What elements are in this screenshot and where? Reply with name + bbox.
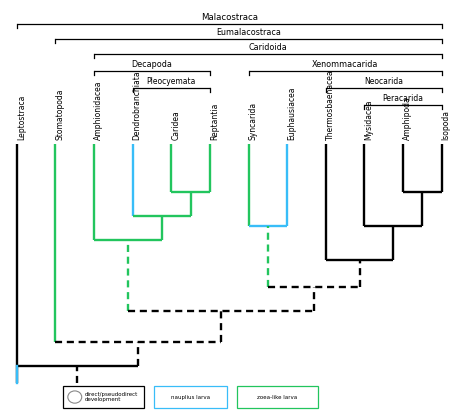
Text: Eumalacostraca: Eumalacostraca — [216, 28, 281, 37]
Text: zoea-like larva: zoea-like larva — [257, 395, 298, 400]
Bar — [237, 386, 318, 408]
Text: Thermosbaenacea: Thermosbaenacea — [326, 70, 335, 140]
Text: Xenommacarida: Xenommacarida — [312, 61, 378, 69]
Text: Pleocyemata: Pleocyemata — [146, 77, 196, 87]
Bar — [154, 386, 228, 408]
Text: direct/pseudodirect
development: direct/pseudodirect development — [84, 392, 137, 403]
Text: Reptantia: Reptantia — [210, 103, 219, 140]
Text: Syncarida: Syncarida — [248, 102, 257, 140]
Text: Mysidacea: Mysidacea — [365, 100, 374, 140]
Text: Decapoda: Decapoda — [132, 61, 173, 69]
Text: Isopoda: Isopoda — [442, 110, 451, 140]
Text: Euphausiaceа: Euphausiaceа — [287, 87, 296, 140]
Text: Dendrobranchiata: Dendrobranchiata — [133, 71, 142, 140]
Text: Caridea: Caridea — [171, 110, 180, 140]
Text: nauplius larva: nauplius larva — [171, 395, 210, 400]
Text: Leptostraca: Leptostraca — [17, 95, 26, 140]
Text: Amphionidacea: Amphionidacea — [94, 81, 103, 140]
Bar — [63, 386, 144, 408]
Text: Neocarida: Neocarida — [365, 77, 403, 87]
Text: Malacostraca: Malacostraca — [201, 13, 258, 22]
Text: Amphipoda: Amphipoda — [403, 97, 412, 140]
Text: Caridoida: Caridoida — [248, 43, 287, 52]
Text: Stomatopoda: Stomatopoda — [55, 89, 64, 140]
Text: Peracarida: Peracarida — [383, 94, 424, 104]
